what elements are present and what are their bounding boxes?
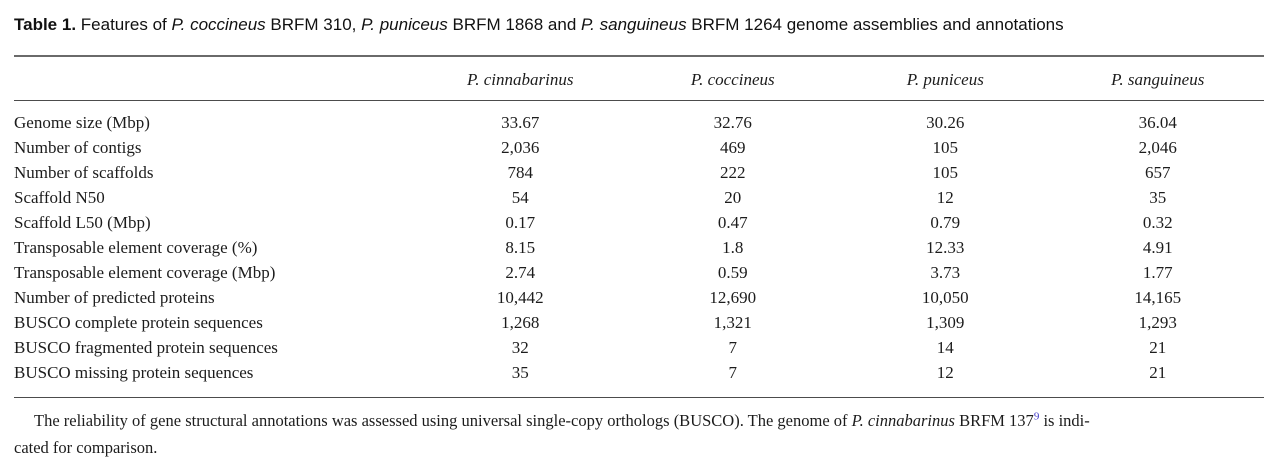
cell: 657 <box>1145 163 1171 182</box>
table-footnote: The reliability of gene structural annot… <box>14 407 1264 461</box>
table-number: Table 1. <box>14 15 77 34</box>
row-label: BUSCO fragmented protein sequences <box>14 338 278 357</box>
footnote-text-2: BRFM 137 <box>954 411 1034 430</box>
table-row: BUSCO missing protein sequences 35 7 12 … <box>14 360 1264 398</box>
cell: 222 <box>720 163 746 182</box>
cell: 35 <box>511 363 529 382</box>
cell: 12 <box>936 363 954 382</box>
footnote-line-1: The reliability of gene structural annot… <box>14 407 1264 434</box>
caption-text-2: BRFM 310, <box>265 15 362 34</box>
footnote-text-1: The reliability of gene structural annot… <box>34 411 852 430</box>
row-label: BUSCO complete protein sequences <box>14 313 263 332</box>
cell: 1,321 <box>713 313 752 332</box>
footnote-text-3: is indi- <box>1039 411 1090 430</box>
corner-cell <box>14 56 414 101</box>
table-row: BUSCO complete protein sequences 1,268 1… <box>14 310 1264 335</box>
footnote-line-2: cated for comparison. <box>14 438 158 457</box>
caption-species-coccineus: P. coccineus <box>171 15 266 34</box>
cell: 0.79 <box>930 213 961 232</box>
row-label: Number of predicted proteins <box>14 288 215 307</box>
cell: 105 <box>932 163 959 182</box>
caption-text-1: Features of <box>76 15 172 34</box>
column-header-sanguineus: P. sanguineus <box>1051 56 1264 101</box>
table-row: Transposable element coverage (Mbp) 2.74… <box>14 260 1264 285</box>
cell: 2.74 <box>505 263 536 282</box>
cell: 12.33 <box>926 238 965 257</box>
cell: 784 <box>507 163 534 182</box>
cell: 35 <box>1149 188 1167 207</box>
row-label: Genome size (Mbp) <box>14 113 150 132</box>
cell: 105 <box>932 138 959 157</box>
cell: 32.76 <box>713 113 752 132</box>
cell: 7 <box>728 363 738 382</box>
cell: 8.15 <box>505 238 536 257</box>
row-label: BUSCO missing protein sequences <box>14 363 254 382</box>
cell: 469 <box>720 138 746 157</box>
caption-species-sanguineus: P. sanguineus <box>581 15 687 34</box>
cell: 14,165 <box>1134 288 1182 307</box>
cell: 30.26 <box>926 113 965 132</box>
cell: 1.77 <box>1142 263 1173 282</box>
cell: 32 <box>511 338 529 357</box>
cell: 33.67 <box>501 113 540 132</box>
column-header-puniceus: P. puniceus <box>839 56 1052 101</box>
header-row: P. cinnabarinus P. coccineus P. puniceus… <box>14 56 1264 101</box>
cell: 2,036 <box>501 138 540 157</box>
citation-reference-9[interactable]: 9 <box>1033 410 1040 423</box>
cell: 21 <box>1149 363 1167 382</box>
column-header-coccineus: P. coccineus <box>626 56 839 101</box>
table-row: Number of scaffolds 784 222 105 657 <box>14 160 1264 185</box>
cell: 3.73 <box>930 263 961 282</box>
row-label: Number of contigs <box>14 138 142 157</box>
cell: 1.8 <box>722 238 744 257</box>
table-row: Scaffold L50 (Mbp) 0.17 0.47 0.79 0.32 <box>14 210 1264 235</box>
cell: 2,046 <box>1138 138 1177 157</box>
cell: 0.47 <box>717 213 748 232</box>
cell: 0.17 <box>505 213 536 232</box>
table-row: Number of predicted proteins 10,442 12,6… <box>14 285 1264 310</box>
table-row: Genome size (Mbp) 33.67 32.76 30.26 36.0… <box>14 101 1264 136</box>
cell: 12 <box>936 188 954 207</box>
caption-species-puniceus: P. puniceus <box>361 15 448 34</box>
cell: 54 <box>511 188 529 207</box>
cell: 10,050 <box>921 288 969 307</box>
footnote-species-cinnabarinus: P. cinnabarinus <box>851 411 955 430</box>
caption-text-3: BRFM 1868 and <box>447 15 582 34</box>
cell: 10,442 <box>496 288 544 307</box>
cell: 1,309 <box>926 313 965 332</box>
table-row: BUSCO fragmented protein sequences 32 7 … <box>14 335 1264 360</box>
cell: 0.32 <box>1142 213 1173 232</box>
row-label: Scaffold N50 <box>14 188 105 207</box>
row-label: Transposable element coverage (%) <box>14 238 258 257</box>
cell: 4.91 <box>1142 238 1173 257</box>
row-label: Transposable element coverage (Mbp) <box>14 263 276 282</box>
cell: 14 <box>936 338 954 357</box>
cell: 36.04 <box>1138 113 1177 132</box>
row-label: Scaffold L50 (Mbp) <box>14 213 151 232</box>
table-row: Transposable element coverage (%) 8.15 1… <box>14 235 1264 260</box>
table-row: Number of contigs 2,036 469 105 2,046 <box>14 135 1264 160</box>
row-label: Number of scaffolds <box>14 163 154 182</box>
cell: 1,293 <box>1138 313 1177 332</box>
cell: 20 <box>724 188 742 207</box>
cell: 1,268 <box>501 313 540 332</box>
cell: 21 <box>1149 338 1167 357</box>
genome-features-table: P. cinnabarinus P. coccineus P. puniceus… <box>14 55 1264 398</box>
cell: 7 <box>728 338 738 357</box>
table-row: Scaffold N50 54 20 12 35 <box>14 185 1264 210</box>
cell: 12,690 <box>709 288 757 307</box>
table-caption: Table 1. Features of P. coccineus BRFM 3… <box>14 14 1264 36</box>
column-header-cinnabarinus: P. cinnabarinus <box>414 56 627 101</box>
cell: 0.59 <box>717 263 748 282</box>
caption-text-4: BRFM 1264 genome assemblies and annotati… <box>686 15 1064 34</box>
